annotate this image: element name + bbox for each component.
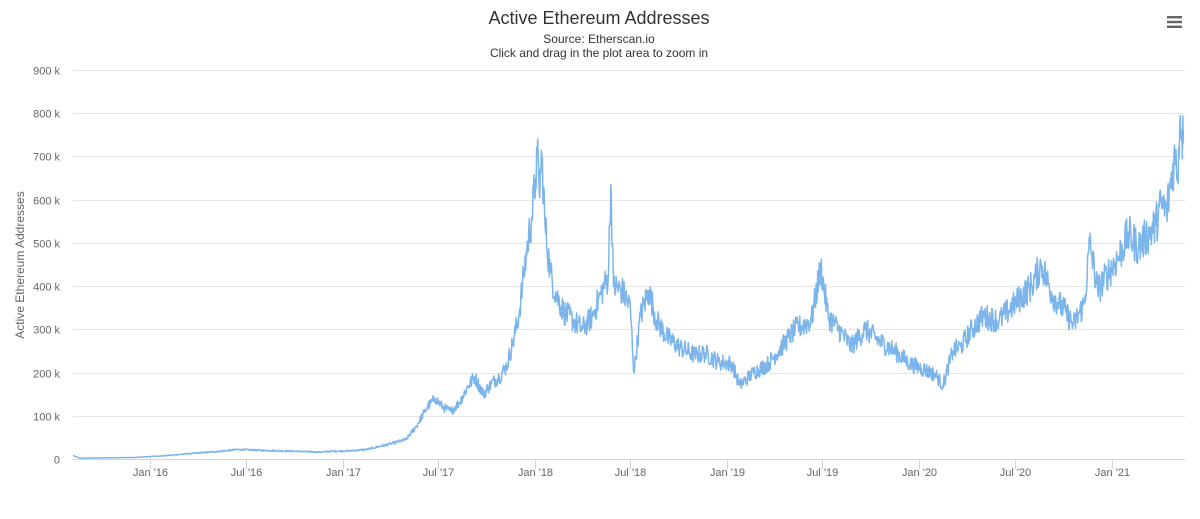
plot-area[interactable] bbox=[72, 114, 1185, 459]
x-tick-label: Jan '20 bbox=[902, 467, 937, 479]
x-tick-label: Jan '19 bbox=[710, 467, 745, 479]
y-tick-label: 100 k bbox=[33, 412, 60, 424]
x-tick-label: Jul '19 bbox=[807, 467, 838, 479]
x-tick-label: Jul '20 bbox=[1000, 467, 1031, 479]
y-tick-label: 600 k bbox=[33, 196, 60, 208]
y-axis-label: Active Ethereum Addresses bbox=[13, 191, 27, 338]
y-tick-label: 800 k bbox=[33, 109, 60, 121]
x-tick-label: Jan '18 bbox=[518, 467, 553, 479]
chart-title: Active Ethereum Addresses bbox=[488, 8, 709, 28]
x-tick-label: Jan '16 bbox=[133, 467, 168, 479]
x-tick-label: Jul '17 bbox=[423, 467, 454, 479]
x-axis-tick-labels: Jan '16 Jul '16 Jan '17 Jul '17 Jan '18 Jul '… bbox=[133, 459, 1130, 479]
y-tick-label: 500 k bbox=[33, 239, 60, 251]
chart-subtitle-zoom-hint: Click and drag in the plot area to zoom … bbox=[490, 46, 708, 60]
menu-bar-1 bbox=[1167, 16, 1182, 19]
gridlines bbox=[73, 70, 1185, 417]
y-tick-label: 400 k bbox=[33, 282, 60, 294]
y-tick-label: 700 k bbox=[33, 152, 60, 164]
hamburger-menu-icon[interactable] bbox=[1164, 13, 1185, 31]
menu-bar-2 bbox=[1167, 20, 1182, 24]
x-tick-label: Jul '18 bbox=[615, 467, 646, 479]
y-tick-label: 200 k bbox=[33, 369, 60, 381]
x-tick-label: Jan '17 bbox=[326, 467, 361, 479]
y-tick-label: 900 k bbox=[33, 66, 60, 78]
series-line bbox=[72, 114, 1185, 459]
menu-bar-3 bbox=[1167, 25, 1182, 28]
y-tick-label: 300 k bbox=[33, 325, 60, 337]
y-tick-label: 0 bbox=[54, 455, 60, 467]
y-axis-tick-labels: 0 100 k 200 k 300 k 400 k 500 k 600 k 700 k 800 … bbox=[33, 66, 60, 467]
chart-subtitle-source: Source: Etherscan.io bbox=[543, 32, 655, 46]
x-tick-label: Jan '21 bbox=[1095, 467, 1130, 479]
x-tick-label: Jul '16 bbox=[231, 467, 262, 479]
